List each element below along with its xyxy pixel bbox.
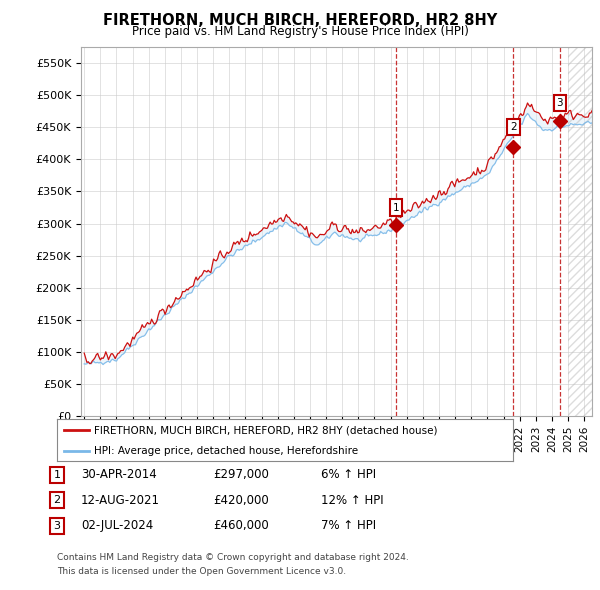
Text: £460,000: £460,000 [213,519,269,532]
Text: 1: 1 [392,202,399,212]
Text: 3: 3 [557,98,563,108]
Text: £420,000: £420,000 [213,494,269,507]
Text: FIRETHORN, MUCH BIRCH, HEREFORD, HR2 8HY: FIRETHORN, MUCH BIRCH, HEREFORD, HR2 8HY [103,13,497,28]
Text: 2: 2 [510,122,517,132]
Text: 3: 3 [53,521,61,530]
Text: £297,000: £297,000 [213,468,269,481]
Text: Price paid vs. HM Land Registry's House Price Index (HPI): Price paid vs. HM Land Registry's House … [131,25,469,38]
Text: 7% ↑ HPI: 7% ↑ HPI [321,519,376,532]
Text: 6% ↑ HPI: 6% ↑ HPI [321,468,376,481]
Text: Contains HM Land Registry data © Crown copyright and database right 2024.
This d: Contains HM Land Registry data © Crown c… [57,553,409,576]
Text: 2: 2 [53,496,61,505]
Text: FIRETHORN, MUCH BIRCH, HEREFORD, HR2 8HY (detached house): FIRETHORN, MUCH BIRCH, HEREFORD, HR2 8HY… [94,425,438,435]
Text: 02-JUL-2024: 02-JUL-2024 [81,519,153,532]
Text: 12-AUG-2021: 12-AUG-2021 [81,494,160,507]
Text: 12% ↑ HPI: 12% ↑ HPI [321,494,383,507]
Text: HPI: Average price, detached house, Herefordshire: HPI: Average price, detached house, Here… [94,446,359,455]
Text: 30-APR-2014: 30-APR-2014 [81,468,157,481]
Text: 1: 1 [53,470,61,480]
